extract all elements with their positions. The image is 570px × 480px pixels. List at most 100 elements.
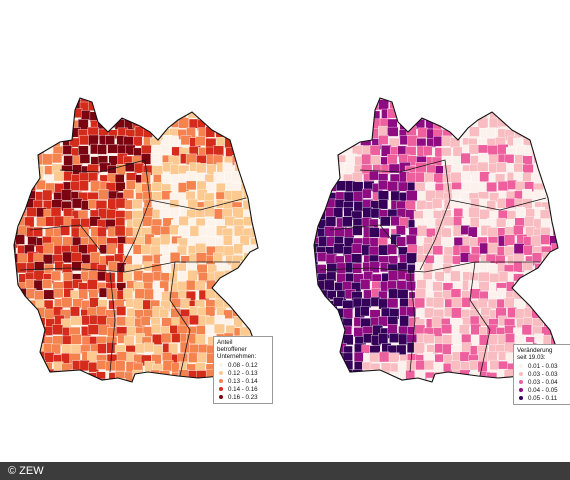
district-cell bbox=[327, 181, 338, 192]
district-cell bbox=[71, 390, 81, 400]
district-cell bbox=[44, 377, 55, 382]
district-cell bbox=[486, 324, 498, 336]
district-cell bbox=[261, 299, 270, 310]
district-cell bbox=[168, 343, 179, 355]
district-cell bbox=[88, 98, 100, 101]
district-cell bbox=[216, 110, 228, 121]
district-cell bbox=[378, 333, 389, 345]
district-cell bbox=[415, 171, 426, 183]
district-cell bbox=[70, 334, 82, 345]
district-cell bbox=[170, 252, 181, 263]
district-cell bbox=[107, 144, 119, 154]
district-cell bbox=[262, 182, 272, 192]
district-cell bbox=[552, 118, 558, 130]
district-cell bbox=[326, 144, 337, 155]
district-cell bbox=[353, 191, 364, 202]
district-cell bbox=[487, 242, 499, 254]
district-cell bbox=[171, 100, 182, 112]
district-cell bbox=[335, 361, 346, 372]
district-cell bbox=[140, 316, 151, 326]
district-cell bbox=[106, 209, 117, 219]
district-cell bbox=[53, 117, 64, 129]
district-cell bbox=[260, 128, 270, 138]
district-cell bbox=[160, 226, 171, 236]
district-cell bbox=[406, 234, 417, 246]
district-cell bbox=[18, 387, 27, 397]
district-cell bbox=[334, 325, 345, 337]
district-cell bbox=[196, 325, 206, 336]
district-cell bbox=[314, 270, 317, 282]
district-cell bbox=[314, 342, 319, 353]
district-cell bbox=[379, 351, 390, 363]
district-cell bbox=[327, 315, 338, 327]
district-cell bbox=[62, 145, 73, 155]
district-cell bbox=[106, 243, 117, 255]
district-cell bbox=[195, 334, 206, 345]
district-cell bbox=[468, 206, 480, 218]
district-cell bbox=[36, 126, 47, 137]
district-cell bbox=[496, 217, 507, 228]
district-cell bbox=[233, 101, 245, 113]
country-outline bbox=[313, 97, 559, 383]
legend-swatch bbox=[519, 364, 523, 368]
district-cell bbox=[434, 391, 443, 402]
district-cell bbox=[32, 372, 44, 382]
district-cell bbox=[63, 171, 73, 182]
district-cell bbox=[469, 217, 480, 228]
district-cell bbox=[317, 252, 327, 262]
district-cell bbox=[333, 243, 345, 254]
district-cell bbox=[333, 390, 342, 400]
district-cell bbox=[243, 100, 256, 112]
district-cell bbox=[161, 332, 172, 344]
district-cell bbox=[378, 180, 389, 190]
district-cell bbox=[159, 380, 170, 382]
district-cell bbox=[78, 145, 89, 156]
district-cell bbox=[116, 306, 127, 316]
district-cell bbox=[423, 209, 435, 220]
district-cell bbox=[150, 117, 161, 128]
district-cell bbox=[142, 111, 154, 123]
district-cell bbox=[505, 110, 517, 122]
district-cell bbox=[17, 253, 28, 264]
district-cell bbox=[44, 134, 56, 146]
district-cell bbox=[189, 314, 200, 325]
district-cell bbox=[123, 189, 135, 199]
district-cell bbox=[314, 201, 317, 213]
district-cell bbox=[241, 136, 252, 148]
district-cell bbox=[240, 163, 250, 174]
district-cell bbox=[314, 307, 320, 319]
district-cell bbox=[206, 109, 218, 121]
district-cell bbox=[406, 306, 416, 317]
district-cell bbox=[507, 179, 517, 190]
district-cell bbox=[133, 270, 144, 281]
district-cell bbox=[25, 171, 37, 182]
district-cell bbox=[486, 388, 495, 399]
district-cell bbox=[496, 379, 507, 382]
district-cell bbox=[205, 306, 216, 317]
district-cell bbox=[397, 289, 409, 299]
district-cell bbox=[196, 352, 208, 363]
district-cell bbox=[335, 369, 346, 381]
district-cell bbox=[531, 272, 542, 282]
district-cell bbox=[314, 155, 320, 167]
district-cell bbox=[352, 181, 364, 193]
district-cell bbox=[333, 297, 344, 307]
district-cell bbox=[234, 98, 245, 102]
district-cell bbox=[15, 234, 25, 245]
district-cell bbox=[417, 225, 428, 237]
district-cell bbox=[250, 290, 258, 300]
district-cell bbox=[216, 102, 228, 113]
district-cell bbox=[178, 227, 189, 238]
district-cell bbox=[240, 282, 251, 293]
district-cell bbox=[317, 326, 327, 337]
district-cell bbox=[170, 164, 180, 176]
legend-swatch bbox=[519, 380, 523, 384]
state-border bbox=[409, 271, 416, 373]
district-cell bbox=[26, 379, 37, 382]
district-cell bbox=[314, 127, 319, 139]
district-cell bbox=[478, 271, 490, 282]
district-cell bbox=[534, 138, 544, 150]
district-cell bbox=[251, 98, 258, 103]
district-cell bbox=[460, 152, 471, 164]
district-cell bbox=[79, 135, 90, 146]
